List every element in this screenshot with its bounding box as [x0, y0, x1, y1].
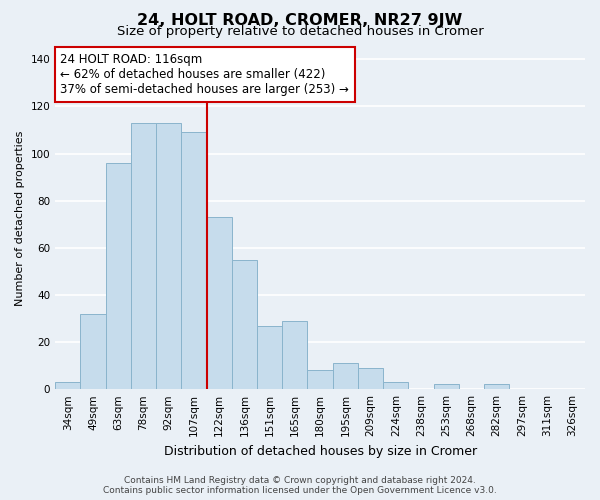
- Bar: [358, 368, 383, 389]
- Bar: [307, 370, 332, 389]
- Bar: [156, 123, 181, 389]
- Bar: [332, 364, 358, 389]
- Bar: [257, 326, 282, 389]
- Bar: [131, 123, 156, 389]
- Bar: [181, 132, 206, 389]
- Bar: [383, 382, 409, 389]
- Text: Contains HM Land Registry data © Crown copyright and database right 2024.
Contai: Contains HM Land Registry data © Crown c…: [103, 476, 497, 495]
- Text: Size of property relative to detached houses in Cromer: Size of property relative to detached ho…: [116, 25, 484, 38]
- Bar: [484, 384, 509, 389]
- Bar: [232, 260, 257, 389]
- Bar: [80, 314, 106, 389]
- Text: 24 HOLT ROAD: 116sqm
← 62% of detached houses are smaller (422)
37% of semi-deta: 24 HOLT ROAD: 116sqm ← 62% of detached h…: [61, 52, 349, 96]
- X-axis label: Distribution of detached houses by size in Cromer: Distribution of detached houses by size …: [164, 444, 476, 458]
- Bar: [55, 382, 80, 389]
- Bar: [206, 217, 232, 389]
- Bar: [282, 321, 307, 389]
- Text: 24, HOLT ROAD, CROMER, NR27 9JW: 24, HOLT ROAD, CROMER, NR27 9JW: [137, 12, 463, 28]
- Bar: [434, 384, 459, 389]
- Y-axis label: Number of detached properties: Number of detached properties: [15, 130, 25, 306]
- Bar: [106, 163, 131, 389]
